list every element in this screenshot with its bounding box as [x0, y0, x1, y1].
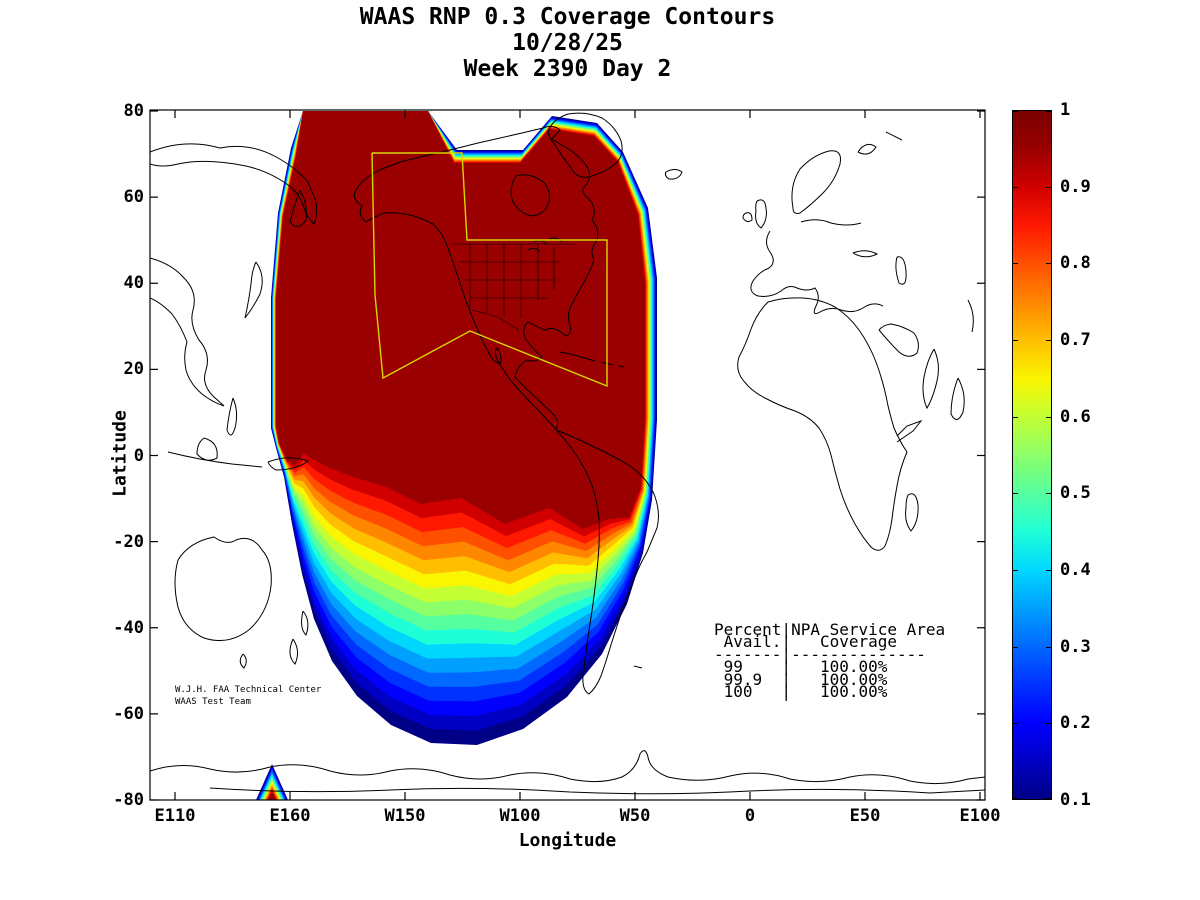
colorbar-tick-mark: [1046, 186, 1052, 188]
y-tick-label: 0: [133, 445, 144, 466]
colorbar-tick-mark: [1012, 111, 1018, 112]
colorbar-tick-mark: [1046, 340, 1052, 341]
chart-date: 10/28/25: [512, 30, 623, 56]
colorbar-tick-mark: [1046, 798, 1052, 799]
colorbar-tick-mark: [1046, 111, 1052, 112]
y-tick-label: -60: [113, 703, 144, 724]
colorbar-tick-label: 0.3: [1060, 636, 1091, 657]
colorbar-tick-mark: [1012, 723, 1018, 725]
colorbar-tick-label: 0.8: [1060, 253, 1091, 274]
x-tick-label: E160: [269, 806, 311, 826]
y-tick-label: -80: [113, 790, 144, 810]
x-tick-label: E110: [154, 806, 196, 826]
credit-line-2: WAAS Test Team: [175, 697, 251, 708]
y-tick-label: 80: [123, 101, 144, 121]
x-tick-label: W100: [499, 806, 541, 826]
colorbar-tick-mark: [1012, 798, 1018, 799]
colorbar-tick-label: 0.5: [1060, 483, 1091, 504]
colorbar-tick-mark: [1012, 263, 1018, 265]
colorbar-tick-label: 0.1: [1060, 790, 1091, 810]
credit-line-1: W.J.H. FAA Technical Center: [175, 685, 322, 695]
x-tick-label: E100: [959, 806, 1001, 826]
chart-title: WAAS RNP 0.3 Coverage Contours: [359, 4, 776, 30]
colorbar-tick-mark: [1012, 186, 1018, 188]
colorbar-tick-label: 1: [1060, 100, 1071, 120]
colorbar-tick-mark: [1046, 570, 1052, 571]
x-axis-label: Longitude: [518, 830, 617, 851]
colorbar-tick-mark: [1012, 493, 1018, 495]
colorbar-tick-mark: [1046, 723, 1052, 725]
x-tick-label: 0: [744, 806, 756, 826]
colorbar-tick-mark: [1046, 416, 1052, 418]
colorbar-tick-label: 0.9: [1060, 176, 1091, 197]
colorbar-tick-label: 0.2: [1060, 713, 1091, 734]
colorbar-tick-mark: [1046, 646, 1052, 648]
colorbar-tick-mark: [1012, 340, 1018, 341]
y-tick-label: 40: [123, 273, 144, 294]
colorbar-tick-label: 0.4: [1060, 560, 1091, 580]
colorbar-tick-mark: [1046, 263, 1052, 265]
y-tick-label: -20: [113, 531, 144, 552]
npa-service-area-outline: [371, 152, 608, 388]
colorbar-tick-label: 0.7: [1060, 330, 1091, 350]
colorbar-tick-mark: [1046, 493, 1052, 495]
y-tick-label: 60: [123, 187, 144, 208]
colorbar-tick-mark: [1012, 416, 1018, 418]
x-tick-label: E50: [849, 806, 881, 826]
y-tick-label: 20: [123, 359, 144, 380]
state-boundaries: [452, 243, 575, 331]
y-tick-label: -40: [113, 617, 144, 638]
colorbar-tick-mark: [1012, 570, 1018, 571]
credit-text: W.J.H. FAA Technical Center WAAS Test Te…: [175, 684, 321, 708]
x-tick-label: W150: [384, 806, 426, 826]
contour-bands: [256, 111, 657, 800]
availability-table: Percent|NPA Service Area Avail.| Coverag…: [714, 620, 946, 702]
colorbar: [1012, 110, 1052, 800]
x-tick-label: W50: [619, 806, 651, 826]
chart-week-day: Week 2390 Day 2: [463, 56, 672, 82]
colorbar-tick-mark: [1012, 646, 1018, 648]
axis-ticks: [150, 110, 985, 801]
colorbar-tick-label: 0.6: [1060, 406, 1091, 427]
